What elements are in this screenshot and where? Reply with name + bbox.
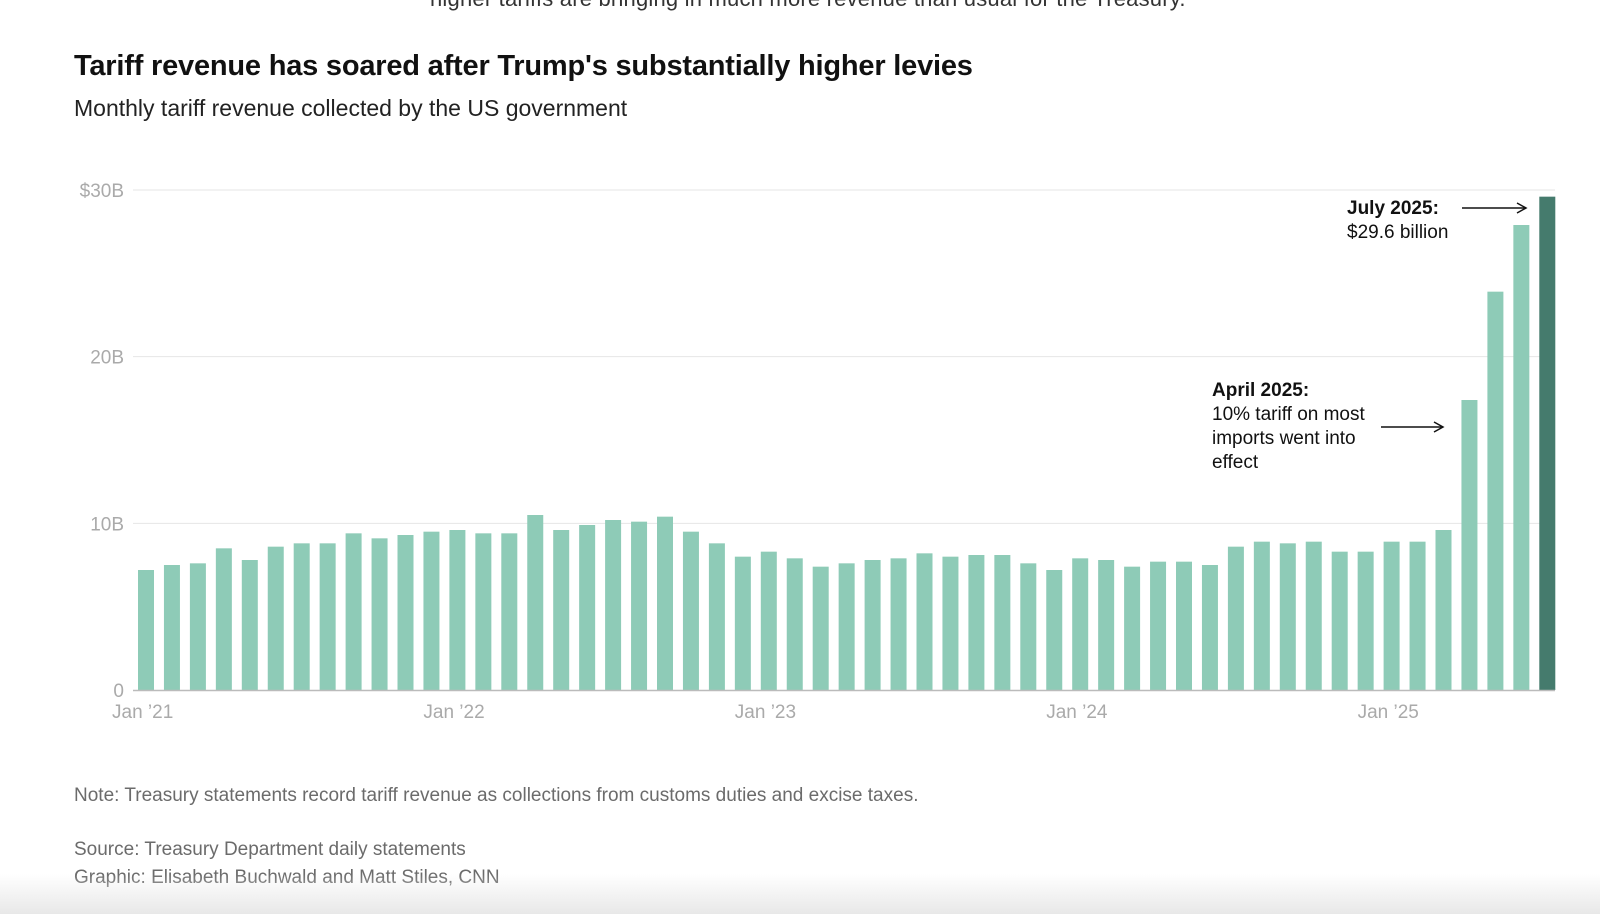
bar bbox=[423, 531, 440, 690]
bar bbox=[527, 515, 544, 690]
bar bbox=[1461, 400, 1478, 690]
x-tick-label: Jan ’25 bbox=[1358, 702, 1419, 723]
bar bbox=[1020, 563, 1037, 690]
bar bbox=[345, 533, 362, 690]
footer-fade bbox=[0, 874, 1600, 914]
bar bbox=[1098, 560, 1115, 690]
bar-highlight bbox=[1539, 196, 1556, 690]
chart-subtitle: Monthly tariff revenue collected by the … bbox=[74, 95, 628, 121]
bar bbox=[1072, 558, 1089, 690]
bar bbox=[501, 533, 518, 690]
bar bbox=[916, 553, 933, 690]
bar bbox=[475, 533, 492, 690]
annotation-heading: July 2025: bbox=[1347, 198, 1439, 219]
bar bbox=[267, 546, 284, 690]
bar bbox=[1513, 225, 1530, 690]
bar bbox=[1383, 541, 1400, 690]
chart-note: Note: Treasury statements record tariff … bbox=[74, 785, 919, 806]
x-tick-label: Jan ’21 bbox=[112, 702, 173, 723]
annotation-text: effect bbox=[1212, 452, 1259, 473]
bar bbox=[1357, 551, 1374, 690]
bar bbox=[994, 555, 1011, 690]
cut-off-article-text: higher tariffs are bringing in much more… bbox=[430, 0, 1186, 12]
x-tick-label: Jan ’23 bbox=[735, 702, 796, 723]
annotation-heading: April 2025: bbox=[1212, 380, 1309, 401]
chart-title: Tariff revenue has soared after Trump's … bbox=[74, 50, 973, 82]
bar bbox=[708, 543, 725, 690]
bar bbox=[371, 538, 388, 690]
bar bbox=[1124, 566, 1141, 690]
bar bbox=[760, 551, 777, 690]
bar bbox=[657, 516, 673, 690]
bar bbox=[942, 556, 959, 690]
bar bbox=[1487, 291, 1504, 690]
bar bbox=[1331, 551, 1348, 690]
bar bbox=[1176, 561, 1192, 690]
bar bbox=[138, 570, 154, 690]
bar bbox=[397, 535, 414, 690]
bar bbox=[449, 530, 466, 690]
bar bbox=[682, 531, 699, 690]
bar bbox=[189, 563, 206, 690]
bar bbox=[838, 563, 855, 690]
chart-source: Source: Treasury Department daily statem… bbox=[74, 839, 466, 860]
y-tick-label: 10B bbox=[90, 514, 124, 535]
y-tick-label: $30B bbox=[80, 181, 124, 202]
x-tick-label: Jan ’22 bbox=[423, 702, 484, 723]
bar bbox=[1435, 530, 1452, 690]
bar bbox=[1279, 543, 1296, 690]
bar bbox=[605, 520, 622, 690]
bar bbox=[1409, 541, 1426, 690]
bar bbox=[163, 565, 180, 690]
x-tick-label: Jan ’24 bbox=[1046, 702, 1108, 723]
bar bbox=[864, 560, 881, 690]
bar bbox=[1150, 561, 1167, 690]
bar bbox=[1305, 541, 1322, 690]
annotation-text: $29.6 billion bbox=[1347, 222, 1448, 243]
bar bbox=[812, 566, 829, 690]
bar bbox=[1201, 565, 1218, 690]
bar-chart: 0 10B 20B $30B Jan ’21 Jan ’22 Jan ’23 Jan ’24 J… bbox=[80, 181, 1556, 723]
bar bbox=[631, 521, 648, 690]
y-tick-label: 0 bbox=[113, 681, 124, 702]
bar bbox=[241, 560, 258, 690]
bar bbox=[734, 556, 751, 690]
bar bbox=[1227, 546, 1244, 690]
bar bbox=[786, 558, 803, 690]
bar bbox=[1253, 541, 1270, 690]
bar bbox=[319, 543, 336, 690]
bar bbox=[1046, 570, 1063, 690]
bar bbox=[579, 525, 596, 690]
bar bbox=[890, 558, 907, 690]
annotation-text: 10% tariff on most bbox=[1212, 404, 1366, 425]
bar bbox=[553, 530, 570, 690]
annotation-text: imports went into bbox=[1212, 428, 1356, 449]
y-tick-label: 20B bbox=[90, 348, 124, 369]
bar bbox=[215, 548, 232, 690]
bar bbox=[293, 543, 310, 690]
bar bbox=[968, 555, 985, 690]
